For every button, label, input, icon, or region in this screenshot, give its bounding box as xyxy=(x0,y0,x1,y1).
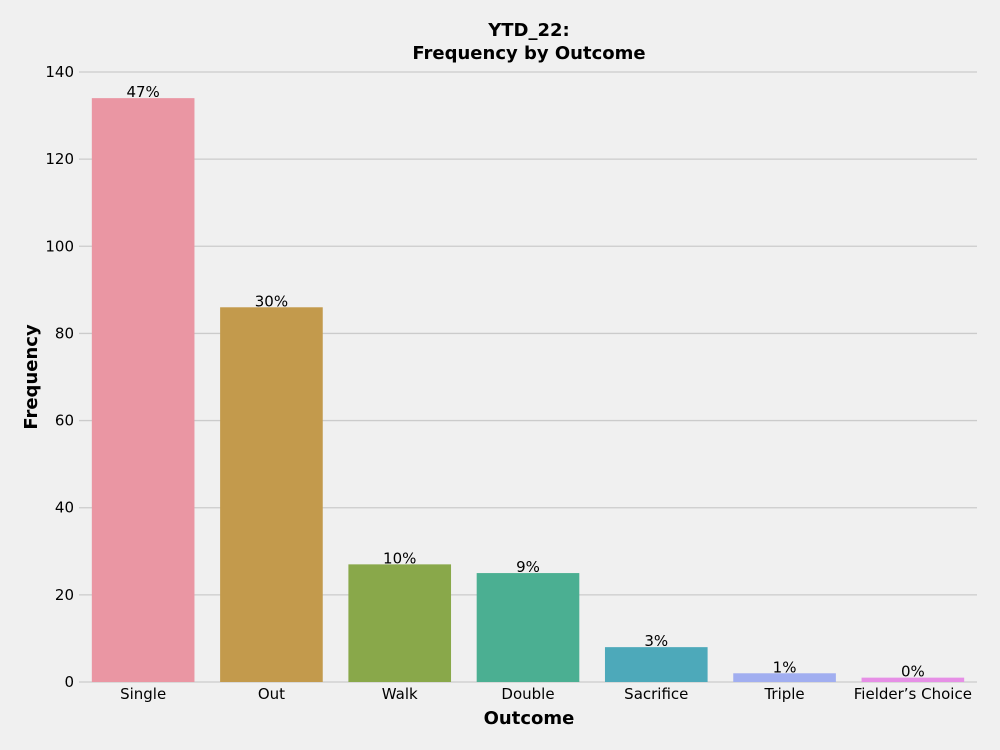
y-tick-label: 80 xyxy=(55,324,74,342)
y-tick-label: 120 xyxy=(45,150,74,168)
x-tick-label: Double xyxy=(501,685,554,703)
x-tick-label: Sacrifice xyxy=(624,685,688,703)
bar xyxy=(733,673,836,682)
x-tick-label: Fielder’s Choice xyxy=(854,685,972,703)
bar-data-label: 9% xyxy=(516,558,540,576)
y-axis-label: Frequency xyxy=(21,324,42,430)
x-tick-label: Walk xyxy=(382,685,418,703)
bar xyxy=(476,573,580,682)
x-tick-label: Triple xyxy=(763,685,804,703)
bar xyxy=(220,307,323,682)
bar-data-label: 3% xyxy=(644,632,668,650)
chart-title-line2: Frequency by Outcome xyxy=(412,43,645,64)
y-tick-labels: 0 20 40 60 80 100 120 140 xyxy=(45,63,74,691)
bar xyxy=(604,647,708,682)
x-tick-labels: Single Out Walk Double Sacrifice Triple Fielde… xyxy=(120,685,972,703)
bar-data-label: 30% xyxy=(255,292,288,310)
data-labels: 47% 30% 10% 9% 3% 1% 0% xyxy=(126,83,924,681)
bar-data-label: 1% xyxy=(773,658,797,676)
x-tick-label: Out xyxy=(258,685,285,703)
x-tick-label: Single xyxy=(120,685,166,703)
y-tick-label: 0 xyxy=(64,673,74,691)
y-tick-label: 20 xyxy=(55,586,74,604)
y-tick-label: 60 xyxy=(55,412,74,430)
bar xyxy=(348,564,452,682)
bar xyxy=(861,677,965,682)
bar-data-label: 10% xyxy=(383,549,416,567)
bar-data-label: 0% xyxy=(901,663,925,681)
x-axis-label: Outcome xyxy=(484,708,575,729)
chart-title-line1: YTD_22: xyxy=(487,20,570,41)
bar xyxy=(91,98,195,682)
bars xyxy=(91,98,965,682)
y-tick-label: 40 xyxy=(55,499,74,517)
y-tick-label: 140 xyxy=(45,63,74,81)
bar-data-label: 47% xyxy=(126,83,159,101)
y-tick-label: 100 xyxy=(45,237,74,255)
